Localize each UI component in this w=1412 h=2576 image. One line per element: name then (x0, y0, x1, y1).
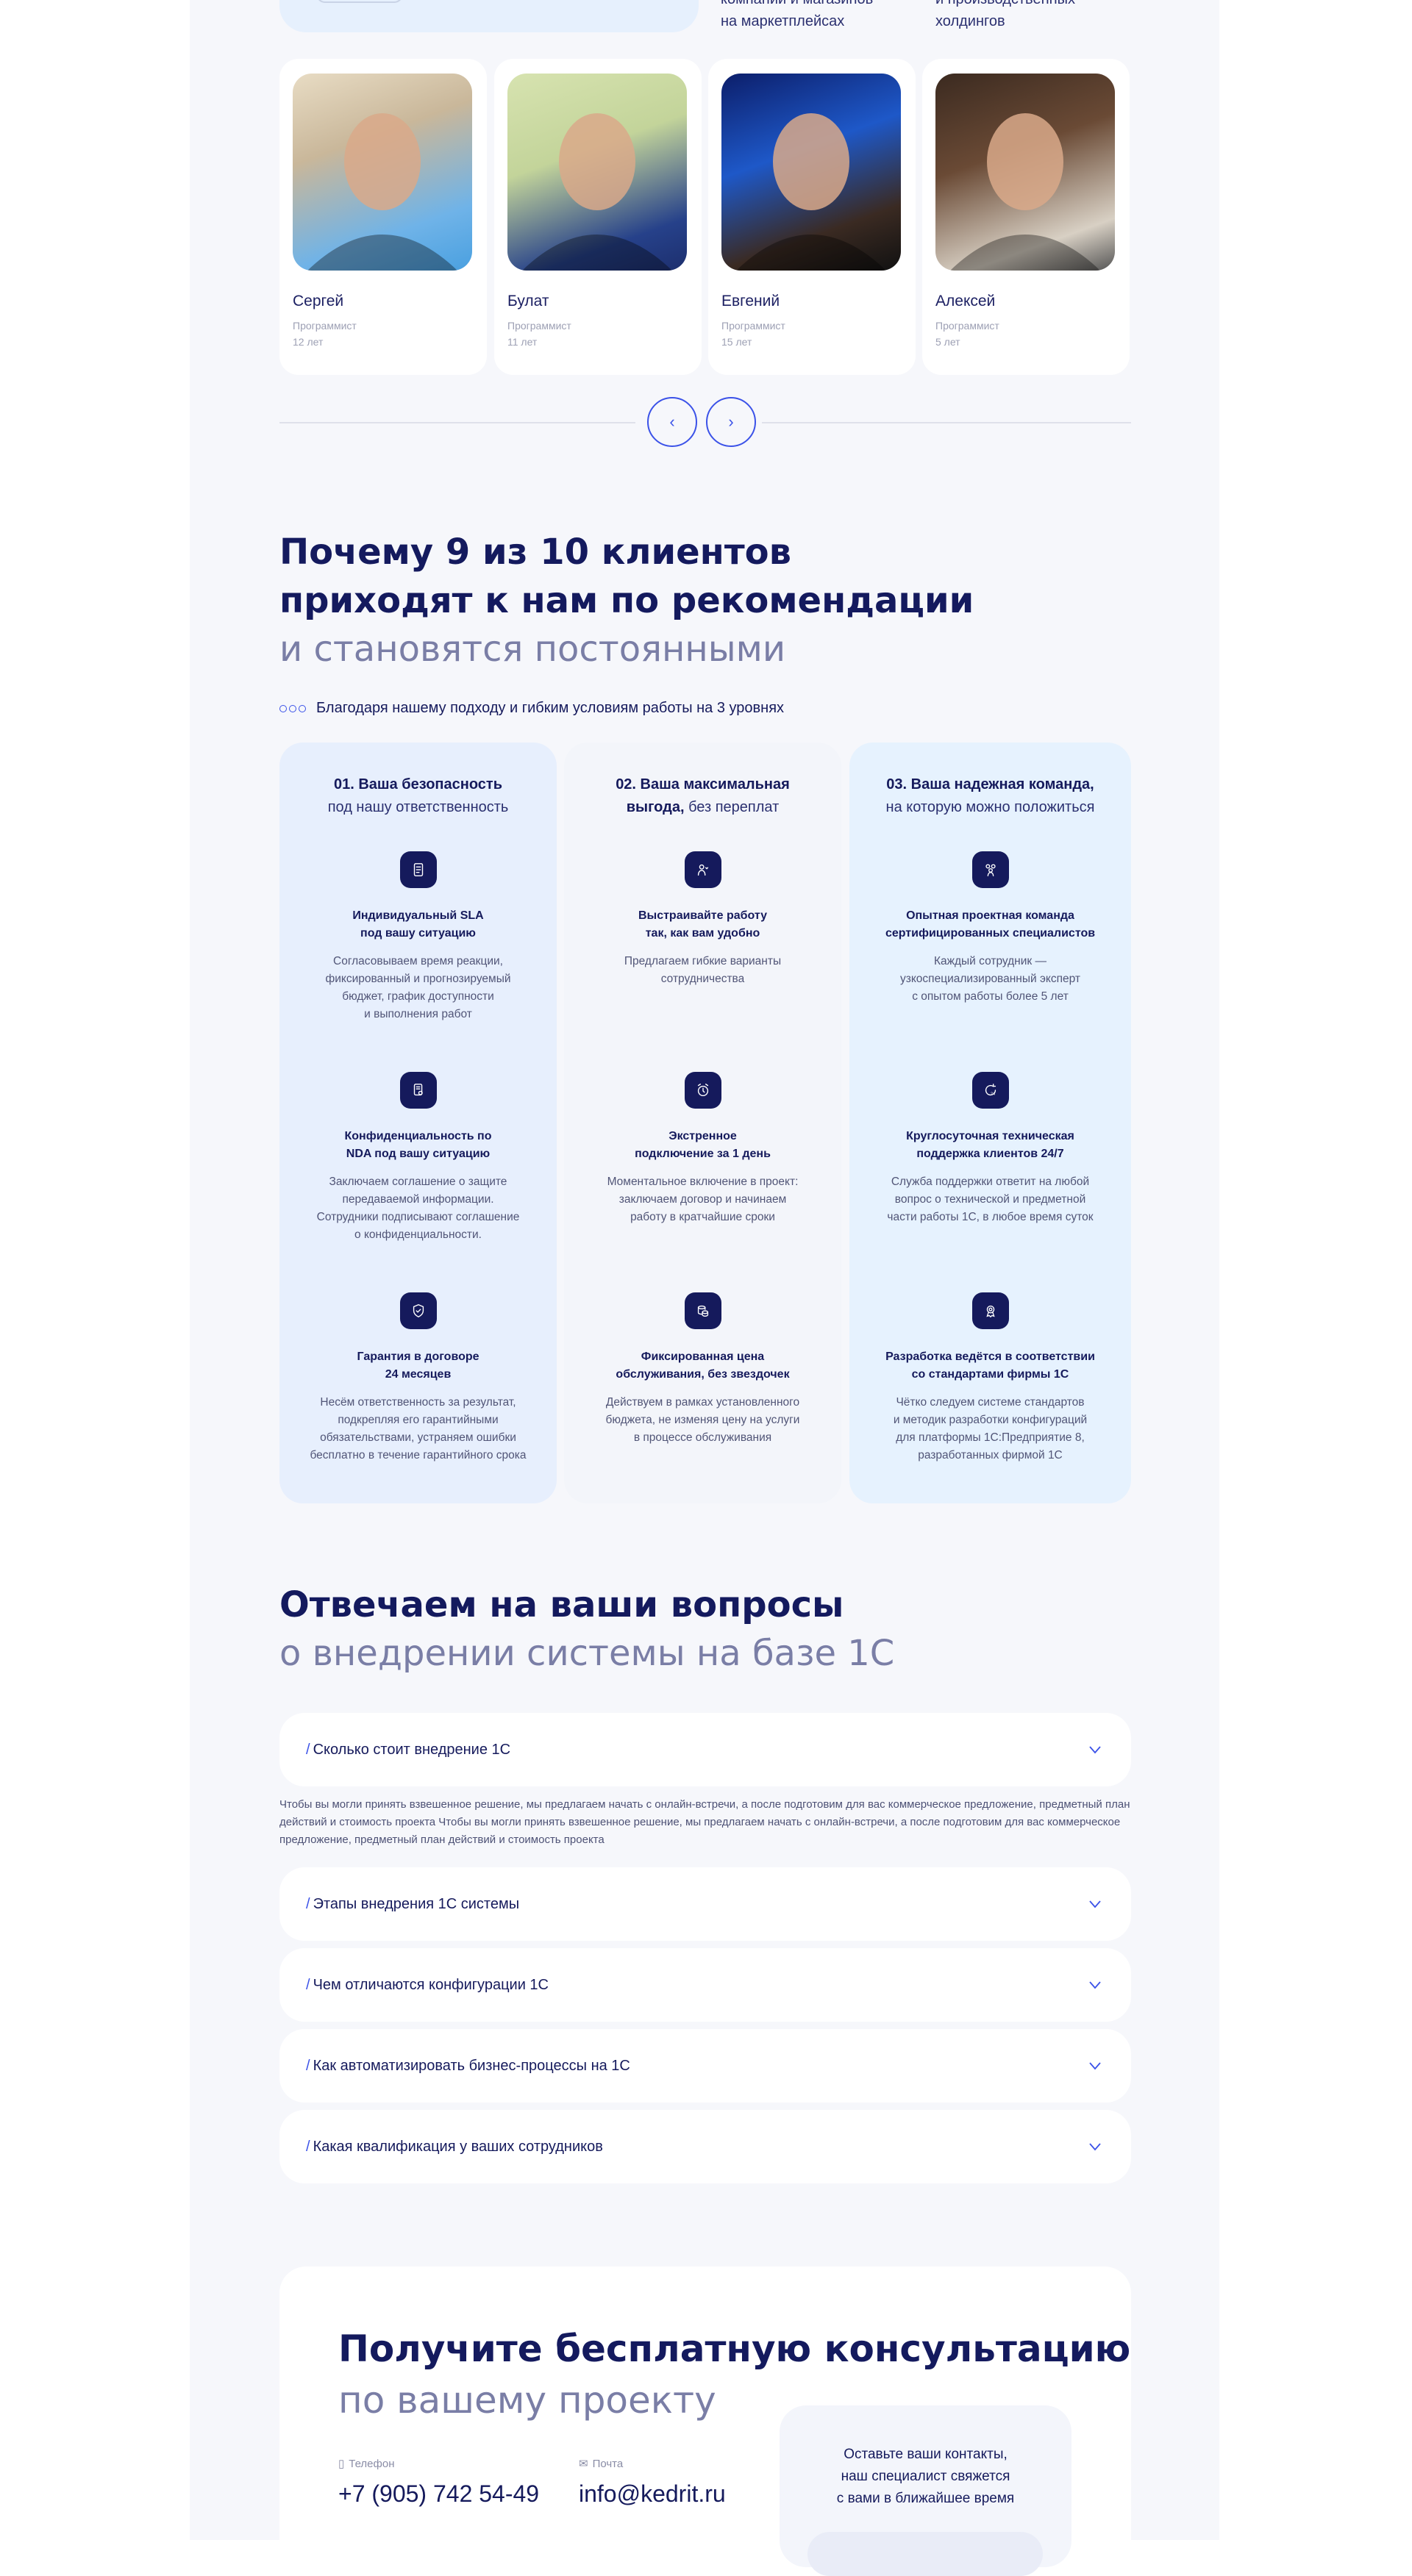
coins-icon (684, 1292, 721, 1329)
carousel-prev-button[interactable]: ‹ (647, 397, 697, 447)
faq-item[interactable]: / Чем отличаются конфигурации 1С (279, 1948, 1131, 2022)
chevron-down-icon (1089, 2143, 1101, 2151)
top-partial-card (279, 0, 699, 32)
faq-item[interactable]: / Какая квалификация у ваших сотрудников (279, 2110, 1131, 2183)
benefit-title: Фиксированная цена обслуживания, без звез… (616, 1350, 790, 1381)
contact-form: Оставьте ваши контакты, наш специалист св… (780, 2405, 1072, 2576)
chevron-right-icon: › (728, 412, 734, 431)
faq-question: Чем отличаются конфигурации 1С (313, 1976, 549, 1993)
stat-marketplaces: компаний и магазиновна маркетплейсах (721, 0, 873, 29)
column-heading: 01. Ваша безопасность под нашу ответствен… (327, 776, 509, 815)
team-name: Евгений (721, 293, 780, 310)
team-role: Программист 15 лет (721, 320, 785, 348)
alarm-clock-icon (684, 1072, 721, 1109)
team-name: Булат (507, 293, 549, 310)
benefit-item: Разработка ведётся в соответствии со стан… (849, 1292, 1131, 1464)
benefit-description: Несём ответственность за результат, подкр… (310, 1396, 527, 1461)
benefit-description: Заключаем соглашение о защите передаваемо… (316, 1176, 520, 1241)
benefit-column: 02. Ваша максимальная выгода, без перепла… (564, 743, 841, 1503)
benefit-title: Индивидуальный SLA под вашу ситуацию (352, 909, 484, 940)
team-card[interactable]: Евгений Программист 15 лет (708, 59, 916, 375)
team-card[interactable]: Алексей Программист 5 лет (922, 59, 1130, 375)
team-name: Сергей (293, 293, 344, 310)
faq-answer: Чтобы вы могли принять взвешенное решени… (279, 1798, 1130, 1846)
email-link[interactable]: info@kedrit.ru (579, 2480, 726, 2507)
team-name: Алексей (935, 293, 996, 310)
svg-text:24: 24 (991, 1092, 995, 1096)
benefit-description: Служба поддержки ответит на любой вопрос … (887, 1176, 1094, 1223)
benefit-title: Разработка ведётся в соответствии со стан… (885, 1350, 1095, 1381)
chevron-down-icon (1089, 1746, 1101, 1754)
benefit-description: Каждый сотрудник — узкоспециализированный… (900, 955, 1080, 1003)
consult-heading: Получите бесплатную консультацию по ваше… (338, 2328, 1131, 2422)
team-photo (935, 74, 1115, 271)
benefit-item: Опытная проектная команда сертифицированн… (849, 851, 1131, 1006)
benefit-title: Опытная проектная команда сертифицированн… (885, 909, 1096, 940)
benefit-item: Экстренное подключение за 1 день Моментал… (564, 1072, 841, 1226)
benefit-description: Предлагаем гибкие варианты сотрудничества (624, 955, 782, 985)
team-card[interactable]: Сергей Программист 12 лет (279, 59, 487, 375)
why-subtitle: Благодаря нашему подходу и гибким услови… (279, 700, 784, 717)
phone-link[interactable]: +7 (905) 742 54-49 (338, 2480, 540, 2507)
benefit-item: Конфиденциальность по NDA под вашу ситуац… (279, 1072, 557, 1244)
carousel-next-button[interactable]: › (706, 397, 756, 447)
benefit-title: Экстренное подключение за 1 день (635, 1130, 771, 1160)
chevron-down-icon (1089, 1900, 1101, 1908)
chevron-down-icon (1089, 1981, 1101, 1989)
faq-question: Как автоматизировать бизнес-процессы на … (313, 2057, 630, 2074)
benefit-title: Конфиденциальность по NDA под вашу ситуац… (344, 1130, 492, 1160)
benefit-item: Фиксированная цена обслуживания, без звез… (564, 1292, 841, 1447)
faq-question: Сколько стоит внедрение 1С (313, 1741, 511, 1758)
document-icon (399, 851, 437, 888)
team-photo (507, 74, 687, 271)
team-photo (721, 74, 901, 271)
benefit-description: Согласовываем время реакции, фиксированны… (325, 955, 511, 1020)
stat-holdings: и производственныххолдингов (935, 0, 1075, 29)
column-heading: 03. Ваша надежная команда, на которую мож… (885, 776, 1095, 815)
email-block: ✉ Почта info@kedrit.ru (579, 2457, 726, 2508)
team-icon (971, 851, 1009, 888)
contract-seal-icon (399, 1072, 437, 1109)
phone-icon: ▯ (338, 2458, 345, 2470)
shield-check-icon (399, 1292, 437, 1329)
divider (762, 422, 1131, 423)
support-24-icon: 24 (971, 1072, 1009, 1109)
column-heading: 02. Ваша максимальная выгода, без перепла… (616, 776, 790, 815)
dots-icon (279, 704, 306, 712)
benefit-description: Чётко следуем системе стандартов и методи… (893, 1396, 1088, 1461)
benefit-column: 03. Ваша надежная команда, на которую мож… (849, 743, 1131, 1503)
team-role: Программист 5 лет (935, 320, 999, 348)
chevron-down-icon (1089, 2062, 1101, 2070)
faq-question: Этапы внедрения 1С системы (313, 1895, 520, 1912)
benefit-title: Круглосуточная техническая поддержка клие… (906, 1130, 1074, 1160)
benefit-item: Индивидуальный SLA под вашу ситуацию Согл… (279, 851, 557, 1023)
team-photo (293, 74, 472, 271)
divider (279, 422, 635, 423)
faq-heading: Отвечаем на ваши вопросы о внедрении сис… (279, 1584, 895, 1674)
benefit-column: 01. Ваша безопасность под нашу ответствен… (279, 743, 557, 1503)
contact-input[interactable] (807, 2532, 1043, 2576)
team-card[interactable]: Булат Программист 11 лет (494, 59, 702, 375)
mail-icon: ✉ (579, 2458, 588, 2470)
benefit-description: Моментальное включение в проект: заключае… (607, 1176, 799, 1223)
award-icon (971, 1292, 1009, 1329)
chevron-left-icon: ‹ (669, 412, 675, 431)
why-heading: Почему 9 из 10 клиентов приходят к нам п… (279, 532, 974, 670)
team-role: Программист 11 лет (507, 320, 571, 348)
faq-item[interactable]: / Этапы внедрения 1С системы (279, 1867, 1131, 1941)
faq-item[interactable]: / Сколько стоит внедрение 1С (279, 1713, 1131, 1786)
top-card-button[interactable] (316, 0, 403, 3)
benefit-item: Гарантия в договоре 24 месяцев Несём отве… (279, 1292, 557, 1464)
benefit-title: Выстраивайте работу так, как вам удобно (638, 909, 768, 940)
benefit-item: Выстраивайте работу так, как вам удобно П… (564, 851, 841, 988)
user-heart-icon (684, 851, 721, 888)
benefit-item: 24 Круглосуточная техническая поддержка к… (849, 1072, 1131, 1226)
faq-item[interactable]: / Как автоматизировать бизнес-процессы на… (279, 2029, 1131, 2103)
benefit-description: Действуем в рамках установленного бюджета… (605, 1396, 800, 1444)
faq-question: Какая квалификация у ваших сотрудников (313, 2138, 603, 2155)
benefit-title: Гарантия в договоре 24 месяцев (357, 1350, 479, 1381)
phone-block: ▯ Телефон +7 (905) 742 54-49 (338, 2457, 540, 2508)
team-role: Программист 12 лет (293, 320, 357, 348)
